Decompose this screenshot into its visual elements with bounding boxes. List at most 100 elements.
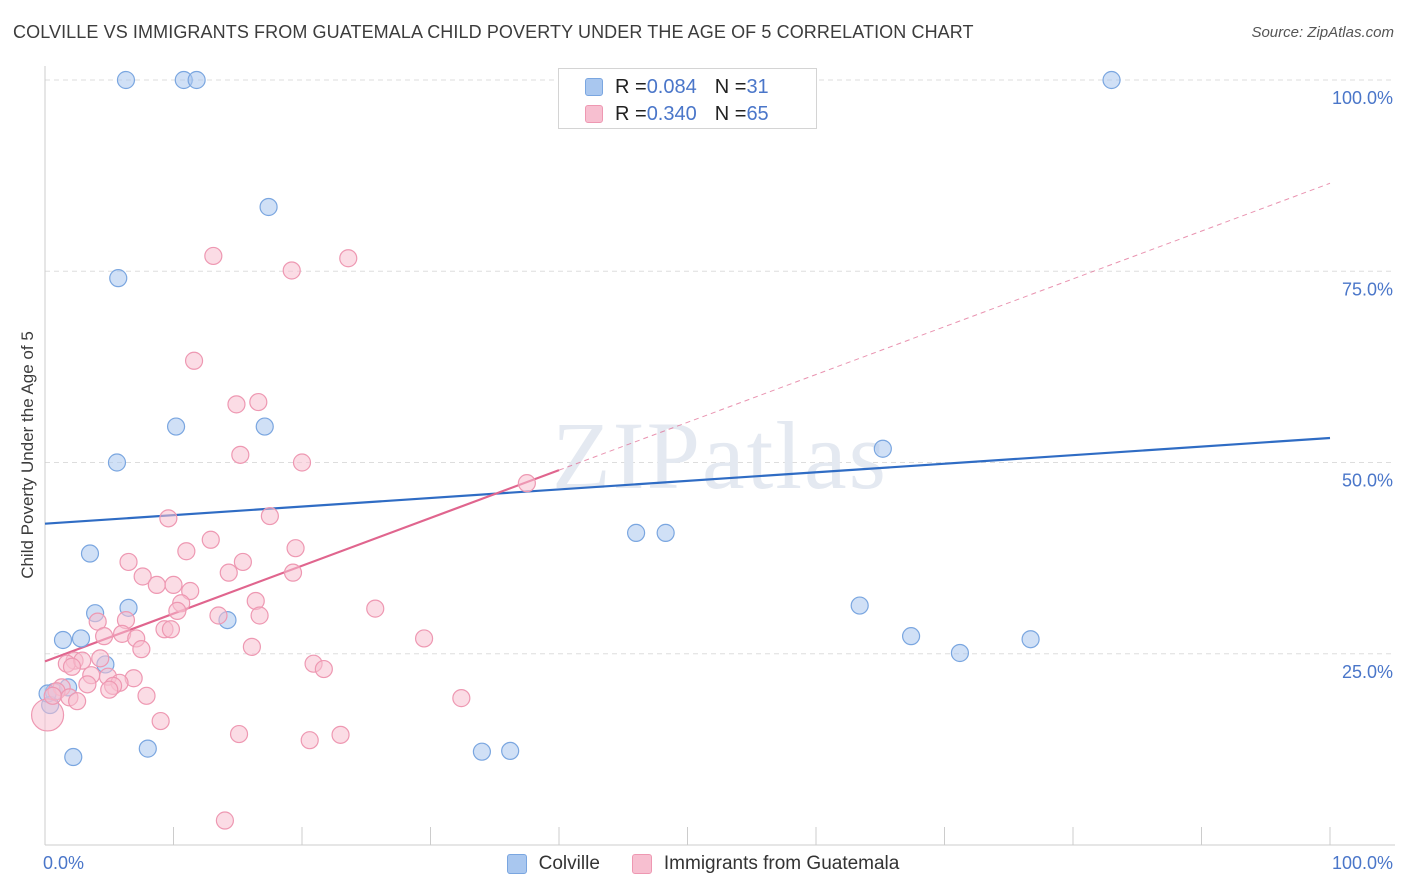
r-label: R =: [615, 75, 647, 98]
points: [30, 70, 1121, 830]
y-tick-labels: 25.0% 50.0% 75.0% 100.0%: [1332, 88, 1393, 682]
colville-point: [626, 523, 646, 542]
guatemala-point: [177, 542, 196, 561]
guatemala-point: [314, 659, 333, 679]
guatemala-point: [283, 563, 303, 582]
colville-point: [255, 417, 274, 436]
guatemala-point: [286, 539, 305, 558]
guatemala-point: [452, 689, 471, 708]
guatemala-point: [292, 453, 312, 472]
guatemala-point: [133, 567, 152, 586]
guatemala-point: [181, 581, 200, 601]
colville-point: [71, 629, 91, 648]
colville-point: [873, 439, 892, 458]
guatemala-point: [119, 552, 138, 572]
n-label: N =: [714, 102, 747, 125]
r-label: R =: [615, 102, 647, 125]
guatemala-point: [91, 649, 110, 668]
guatemala-point: [147, 575, 166, 595]
stats-row-guatemala: R = 0.340 N = 65: [585, 102, 769, 126]
legend-label: Colville: [538, 853, 600, 874]
colville-point: [64, 747, 83, 767]
guatemala-point: [339, 249, 358, 268]
r-value: 0.084: [646, 75, 697, 98]
guatemala-point: [100, 680, 119, 699]
guatemala-point: [164, 575, 183, 595]
grid-lines: [45, 79, 1395, 655]
guatemala-point: [30, 698, 65, 732]
legend: Colville Immigrants from Guatemala: [0, 851, 1406, 877]
legend-swatch-colville: [506, 854, 527, 874]
guatemala-point: [229, 724, 249, 744]
watermark: ZIPatlas: [552, 402, 888, 509]
x-tick-label: 0.0%: [43, 853, 84, 873]
y-tick-label: 50.0%: [1342, 471, 1393, 491]
colville-swatch: [585, 78, 603, 96]
guatemala-point: [68, 692, 87, 711]
guatemala-point: [159, 509, 178, 528]
guatemala-point: [233, 552, 252, 572]
guatemala-point: [132, 640, 151, 659]
colville-point: [1102, 70, 1121, 90]
colville-point: [166, 417, 186, 436]
guatemala-point: [204, 246, 223, 266]
guatemala-point: [151, 711, 170, 731]
guatemala-point: [209, 606, 228, 625]
stats-row-colville: R = 0.084 N = 31: [585, 75, 769, 99]
guatemala-trend-line: [44, 469, 560, 663]
colville-point: [850, 596, 869, 615]
guatemala-point: [331, 725, 350, 744]
r-value: 0.340: [646, 102, 697, 125]
guatemala-point: [78, 675, 97, 694]
trend-lines: [44, 182, 1331, 663]
legend-label: Immigrants from Guatemala: [663, 853, 900, 874]
guatemala-point: [62, 657, 82, 676]
source-label: Source: ZipAtlas.com: [1251, 24, 1394, 41]
x-tick-label: 100.0%: [1332, 853, 1393, 873]
guatemala-point: [282, 261, 301, 280]
guatemala-point: [201, 530, 220, 549]
n-label: N =: [714, 75, 747, 98]
guatemala-point: [161, 620, 181, 639]
colville-point: [109, 269, 128, 288]
colville-point: [472, 742, 491, 761]
colville-trend-line: [44, 436, 1331, 525]
guatemala-swatch: [585, 105, 603, 123]
colville-point: [950, 643, 970, 663]
guatemala-point: [300, 731, 319, 750]
colville-point: [53, 630, 73, 650]
x-tick-labels: 0.0% 100.0%: [43, 853, 1393, 873]
guatemala-point: [260, 506, 279, 526]
y-tick-label: 25.0%: [1342, 662, 1393, 682]
legend-swatch-guatemala: [631, 854, 652, 874]
colville-point: [107, 453, 127, 472]
legend-item-guatemala[interactable]: Immigrants from Guatemala: [631, 853, 900, 875]
guatemala-point: [227, 395, 246, 414]
guatemala-point: [242, 637, 261, 656]
guatemala-point: [43, 686, 62, 705]
chart-title: COLVILLE VS IMMIGRANTS FROM GUATEMALA CH…: [13, 22, 974, 42]
colville-point: [901, 627, 921, 646]
guatemala-point: [168, 601, 187, 621]
guatemala-trend-line-extension: [558, 182, 1331, 471]
guatemala-point: [95, 627, 114, 646]
colville-point: [80, 544, 100, 563]
y-tick-label: 75.0%: [1342, 279, 1393, 299]
n-value: 31: [746, 75, 769, 98]
guatemala-point: [137, 686, 156, 705]
colville-point: [138, 739, 157, 758]
colville-point: [116, 70, 136, 90]
guatemala-point: [249, 392, 268, 412]
guatemala-point: [366, 599, 385, 618]
guatemala-point: [184, 351, 204, 370]
y-tick-label: 100.0%: [1332, 88, 1393, 108]
n-value: 65: [746, 102, 769, 125]
guatemala-point: [219, 563, 238, 582]
guatemala-point: [250, 606, 269, 625]
guatemala-point: [231, 445, 250, 464]
colville-point: [656, 523, 675, 542]
guatemala-point: [414, 629, 434, 648]
guatemala-point: [517, 474, 536, 493]
legend-item-colville[interactable]: Colville: [506, 853, 600, 875]
